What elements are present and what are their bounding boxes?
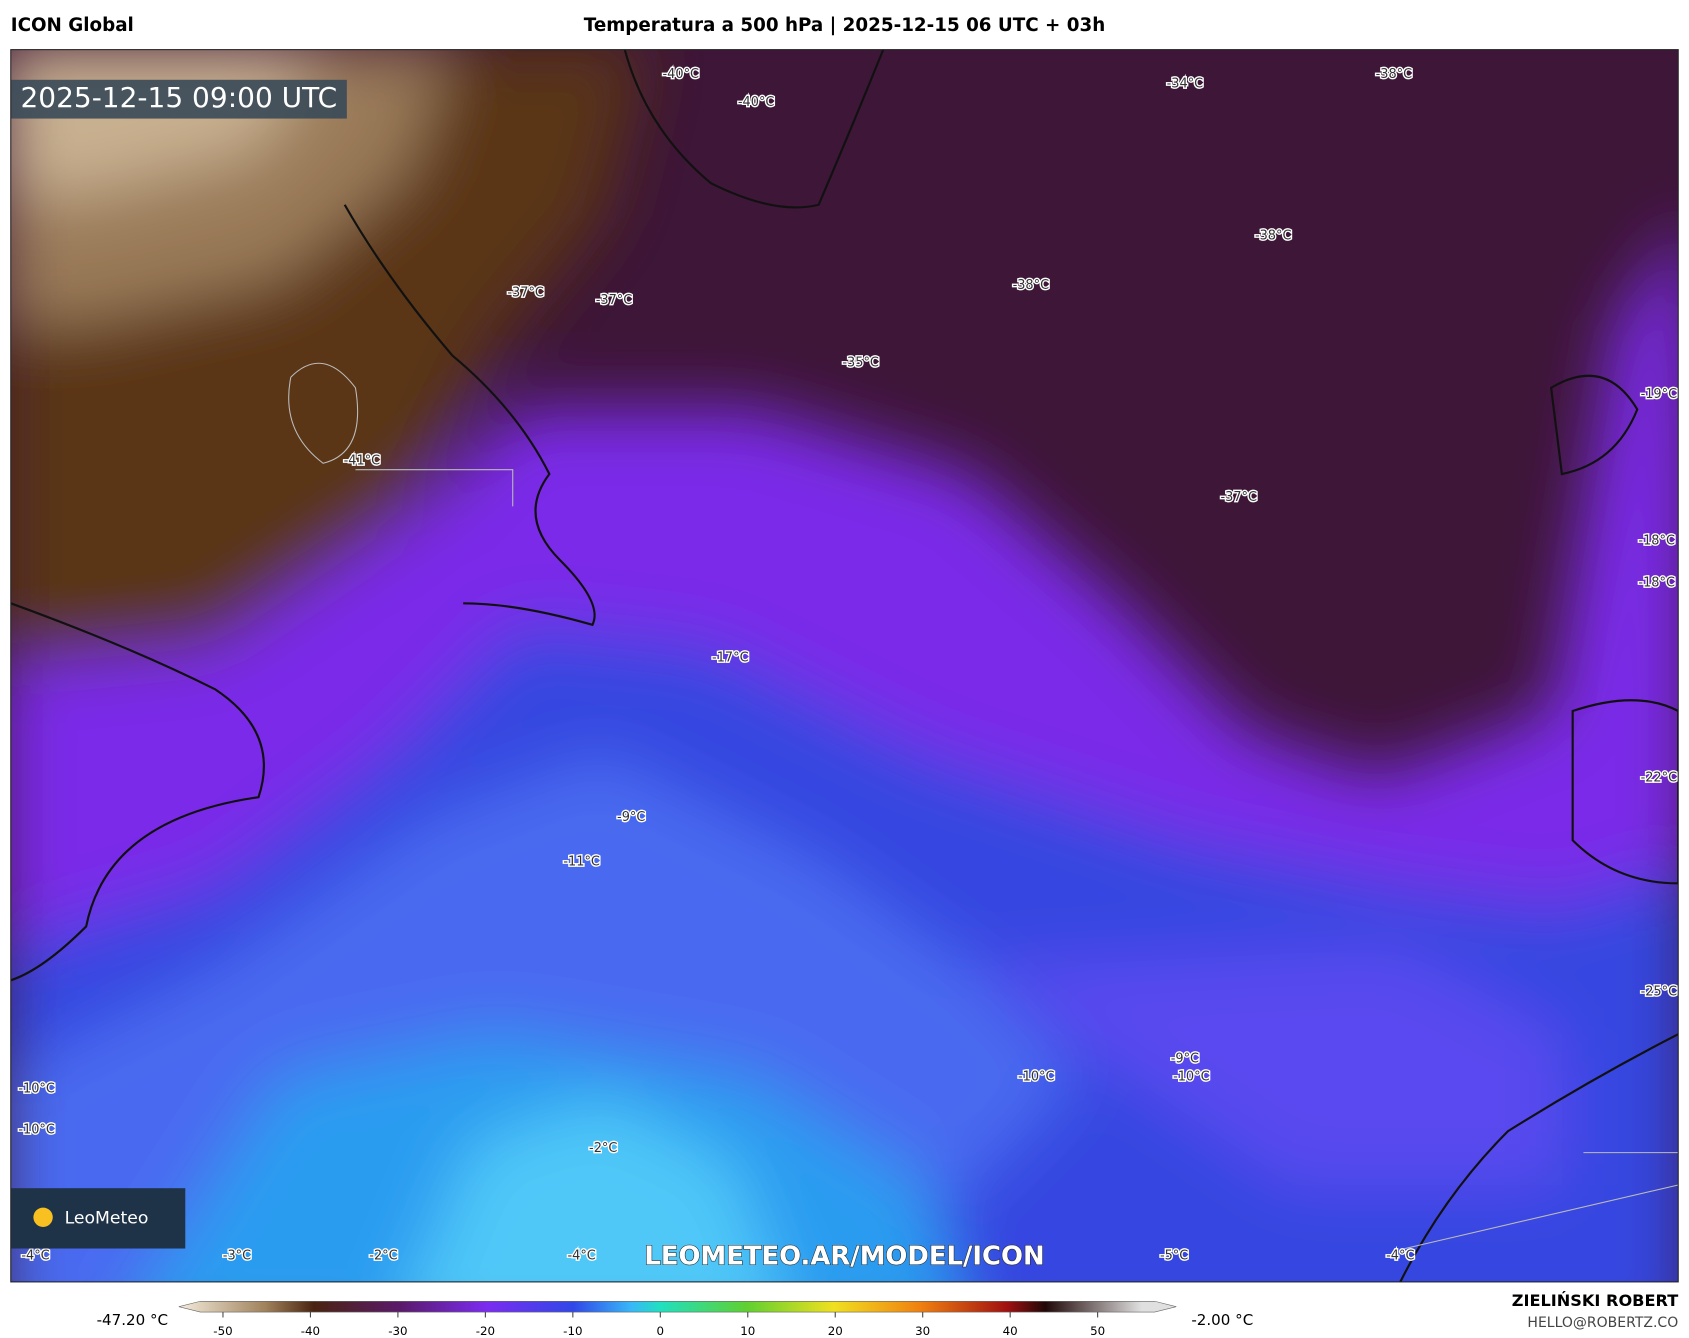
- temperature-label: -41°C: [344, 454, 381, 469]
- temperature-label: -2°C: [589, 1141, 617, 1156]
- temperature-label: -9°C: [1171, 1051, 1199, 1066]
- colorbar-tick-label: 40: [1003, 1324, 1018, 1338]
- temperature-label: -17°C: [712, 651, 749, 666]
- colorbar-tick-label: 0: [657, 1324, 665, 1338]
- temperature-label: -4°C: [567, 1249, 595, 1264]
- temperature-label: -2°C: [369, 1249, 397, 1264]
- colorbar-tick-label: -10: [563, 1324, 582, 1338]
- map: 2025-12-15 09:00 UTC -40°C -40°C -34°C -38°…: [10, 49, 1679, 1282]
- temperature-label: -38°C: [1255, 228, 1292, 243]
- colorbar-tick-label: -40: [301, 1324, 320, 1338]
- temperature-label: -40°C: [738, 95, 775, 110]
- temperature-label: -3°C: [223, 1249, 251, 1264]
- temperature-label: -10°C: [18, 1123, 55, 1138]
- colorbar-tick-label: -30: [388, 1324, 407, 1338]
- model-name: ICON Global: [11, 15, 134, 36]
- colorbar-tick-label: -20: [476, 1324, 495, 1338]
- watermark: LEOMETEO.AR/MODEL/ICON: [644, 1242, 1044, 1272]
- temperature-label: -19°C: [1641, 387, 1678, 402]
- colorbar-tick-label: 50: [1090, 1324, 1105, 1338]
- temperature-label: -22°C: [1641, 770, 1678, 785]
- temperature-label: -25°C: [1641, 985, 1678, 1000]
- temperature-label: -9°C: [617, 810, 645, 825]
- map-frame: [10, 49, 1679, 1283]
- temperature-label: -10°C: [1018, 1070, 1055, 1085]
- colorbar-tick-label: 10: [740, 1324, 755, 1338]
- contact: HELLO@ROBERTZ.CO: [1527, 1315, 1678, 1331]
- temperature-label: -4°C: [1386, 1249, 1414, 1264]
- colorbar-tick-label: -50: [213, 1324, 232, 1338]
- temperature-label: -38°C: [1013, 278, 1050, 293]
- logo: LeoMeteo: [65, 1208, 149, 1228]
- author: ZIELIŃSKI ROBERT: [1512, 1291, 1678, 1310]
- temperature-label: -11°C: [563, 854, 600, 869]
- temperature-label: -37°C: [1220, 490, 1257, 505]
- temperature-label: -10°C: [1173, 1070, 1210, 1085]
- temperature-label: -10°C: [18, 1082, 55, 1097]
- colorbar-tick-label: 30: [915, 1324, 930, 1338]
- temperature-label: -37°C: [596, 293, 633, 308]
- colorbar-tick-label: 20: [828, 1324, 843, 1338]
- temperature-label: -35°C: [842, 356, 879, 371]
- colorbar-min: -47.20 °C: [97, 1311, 168, 1329]
- temperature-label: -5°C: [1160, 1249, 1188, 1264]
- temperature-label: -18°C: [1638, 575, 1675, 590]
- colorbar: -47.20 °C -2.00 °C -50 -40 -30 -20 -10 0 10 20 3…: [97, 1301, 1253, 1338]
- temperature-label: -4°C: [21, 1249, 49, 1264]
- timestamp: 2025-12-15 09:00 UTC: [20, 81, 337, 114]
- map-title: Temperatura a 500 hPa | 2025-12-15 06 UT…: [584, 15, 1105, 36]
- colorbar-max: -2.00 °C: [1191, 1311, 1253, 1329]
- temperature-label: -38°C: [1376, 67, 1413, 82]
- temperature-label: -18°C: [1638, 533, 1675, 548]
- temperature-label: -34°C: [1167, 77, 1204, 92]
- temperature-label: -37°C: [507, 286, 544, 301]
- temperature-label: -40°C: [662, 67, 699, 82]
